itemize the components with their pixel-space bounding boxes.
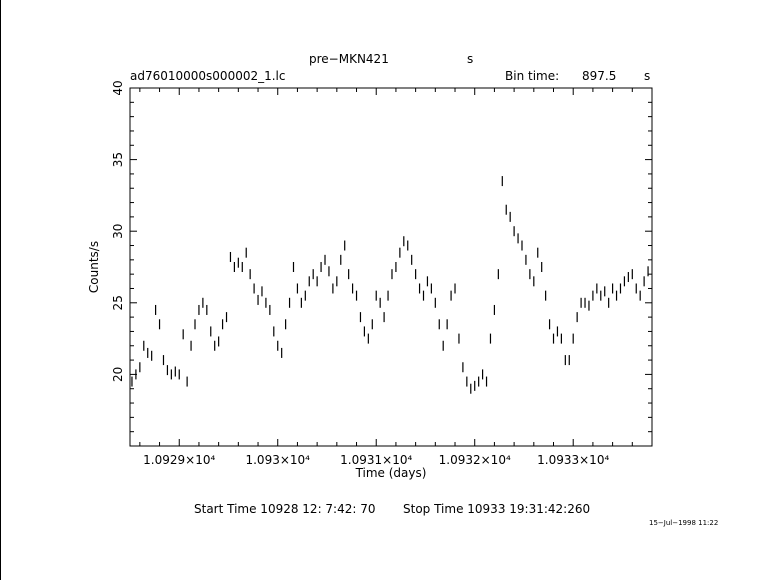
- target-unit: s: [467, 52, 474, 66]
- x-tick-label: 1.0929×10⁴: [143, 453, 215, 467]
- y-axis-label: Counts/s: [87, 241, 101, 293]
- x-tick-label: 1.093×10⁴: [245, 453, 310, 467]
- y-tick-label: 25: [111, 295, 125, 310]
- y-axis-ticks: 20 25 30 35 40: [111, 80, 652, 447]
- x-tick-label: 1.0931×10⁴: [340, 453, 412, 467]
- x-axis-label: Time (days): [355, 466, 427, 480]
- bin-time-unit: s: [644, 69, 651, 83]
- file-name: ad76010000s000002_1.lc: [130, 69, 286, 83]
- data-points: [131, 176, 649, 394]
- start-time: Start Time 10928 12: 7:42: 70: [194, 502, 376, 516]
- x-tick-label: 1.0932×10⁴: [439, 453, 511, 467]
- x-tick-label: 1.0933×10⁴: [537, 453, 609, 467]
- y-tick-label: 30: [111, 224, 125, 239]
- plot-timestamp: 15−Jul−1998 11:22: [649, 519, 719, 527]
- x-axis-ticks: 1.0929×10⁴ 1.093×10⁴ 1.0931×10⁴ 1.0932×10⁴ 1…: [139, 88, 653, 467]
- bin-time-label: Bin time:: [505, 69, 560, 83]
- y-tick-label: 20: [111, 367, 125, 382]
- y-tick-label: 40: [111, 80, 125, 95]
- plot-frame: [129, 87, 653, 447]
- left-border-line: [0, 0, 1, 580]
- stop-time: Stop Time 10933 19:31:42:260: [403, 502, 591, 516]
- y-tick-label: 35: [111, 152, 125, 167]
- bin-time-value: 897.5: [582, 69, 617, 83]
- target-name: pre−MKN421: [309, 52, 389, 66]
